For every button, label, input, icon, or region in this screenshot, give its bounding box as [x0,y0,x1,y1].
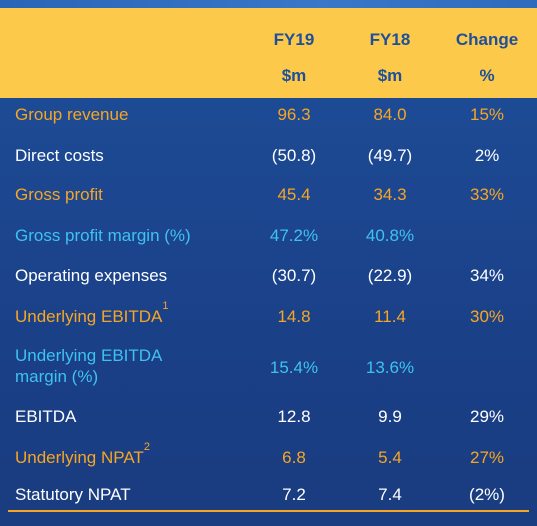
fy18-value: 5.4 [378,448,402,467]
row-label-line2: margin (%) [15,367,99,386]
row-label: Direct costs [15,146,104,165]
table-header: FY19 FY18 Change $m $m % [0,8,537,98]
fy19-value: 96.3 [277,105,311,124]
fy19-value: (50.8) [271,146,317,165]
fy18-value: 7.4 [378,485,402,504]
row-label: Group revenue [15,105,129,124]
row-label: Statutory NPAT [15,485,131,504]
row-label-line1: Underlying EBITDA [15,346,163,365]
fy18-value: 13.6% [365,358,415,377]
row-label: Underlying EBITDA1 [15,301,169,327]
row-label-text: Underlying EBITDA [15,307,163,326]
fy19-value: 6.8 [282,448,306,467]
table-bottom-rule [8,510,529,512]
change-value: 33% [469,185,505,204]
change-value: 27% [469,448,505,467]
fy19-value: 45.4 [277,185,311,204]
header-fy19-unit: $m [281,66,307,85]
change-value: 15% [469,105,505,124]
footnote-marker: 1 [162,300,169,313]
fy19-value: 15.4% [269,358,319,377]
fy18-value: 34.3 [373,185,407,204]
fy18-value: 11.4 [374,307,406,326]
change-value: 34% [469,266,505,285]
header-fy19: FY19 [273,30,315,49]
change-value: 30% [469,307,505,326]
change-value: 2% [474,146,500,165]
row-label: EBITDA [15,407,77,426]
header-fy18: FY18 [369,30,411,49]
header-change: Change [455,30,519,49]
header-fy18-unit: $m [377,66,403,85]
fy19-value: 7.2 [282,485,306,504]
row-label: Gross profit margin (%) [15,226,191,245]
header-change-unit: % [479,66,495,85]
fy19-value: (30.7) [271,266,317,285]
fy19-value: 14.8 [277,307,311,326]
fy18-value: (22.9) [367,266,413,285]
row-label-text: Underlying NPAT [15,448,144,467]
row-label: Operating expenses [15,266,168,285]
fy18-value: 84.0 [373,105,407,124]
change-value: 29% [469,407,505,426]
change-value: (2%) [469,485,505,504]
fy18-value: (49.7) [367,146,413,165]
row-label: Gross profit [15,185,103,204]
fy19-value: 47.2% [269,226,319,245]
fy18-value: 9.9 [378,407,402,426]
row-label: Underlying NPAT2 [15,442,150,468]
fy18-value: 40.8% [365,226,415,245]
fy19-value: 12.8 [277,407,311,426]
footnote-marker: 2 [143,441,150,454]
top-band [0,0,537,8]
